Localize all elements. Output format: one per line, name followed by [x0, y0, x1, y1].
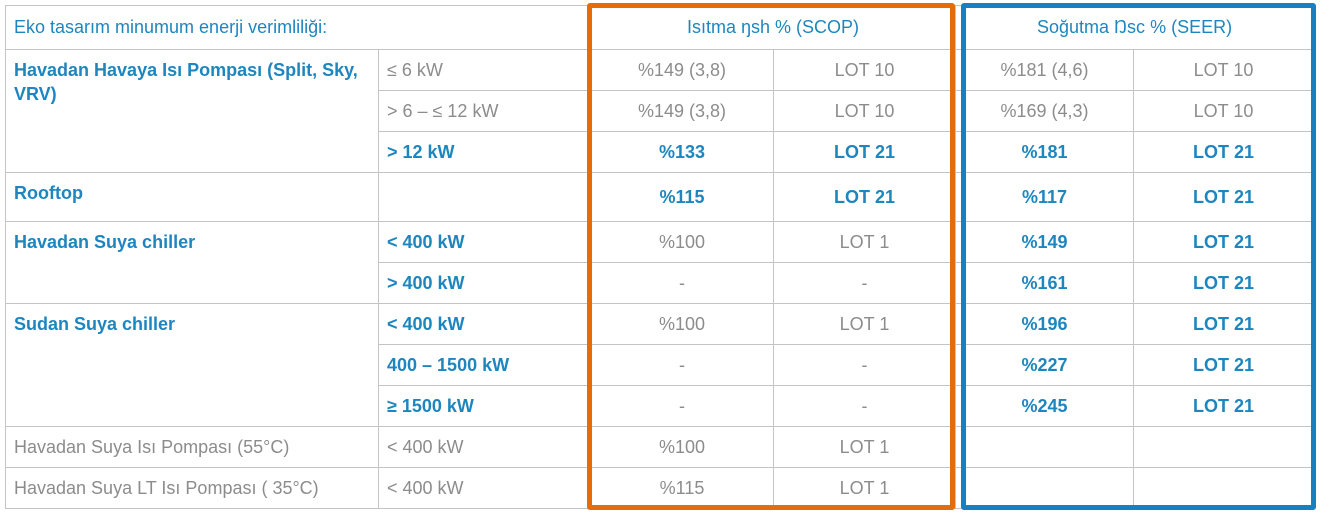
- range: > 400 kW: [377, 262, 592, 304]
- cooling-lot: LOT 21: [1133, 221, 1315, 263]
- cooling-empty: [955, 467, 1135, 509]
- heating-value: %149 (3,8): [590, 49, 775, 91]
- range: > 6 – ≤ 12 kW: [377, 90, 592, 132]
- header-heating: Isıtma ŋsh % (SCOP): [590, 5, 957, 50]
- heating-value: %133: [590, 131, 775, 173]
- cooling-value: %181: [955, 131, 1135, 173]
- cooling-empty: [955, 426, 1135, 468]
- row: > 400 kW - - %161 LOT 21: [6, 262, 1315, 304]
- row: Rooftop %115 LOT 21 %117 LOT 21: [5, 172, 1315, 222]
- cooling-lot: LOT 10: [1133, 49, 1315, 91]
- heating-value: %100: [590, 303, 775, 345]
- row: > 6 – ≤ 12 kW %149 (3,8) LOT 10 %169 (4,…: [6, 90, 1315, 132]
- group-label: Rooftop: [5, 172, 379, 222]
- heating-value: -: [590, 385, 775, 427]
- cooling-lot: LOT 21: [1133, 385, 1315, 427]
- range: < 400 kW: [377, 426, 592, 468]
- cooling-value: %196: [955, 303, 1135, 345]
- cooling-lot: LOT 10: [1133, 90, 1315, 132]
- cooling-lot: LOT 21: [1133, 344, 1315, 386]
- cooling-value: %161: [955, 262, 1135, 304]
- row: Havadan Havaya Isı Pompası (Split, Sky, …: [5, 49, 1315, 173]
- heating-lot: LOT 10: [773, 49, 957, 91]
- heating-value: %100: [590, 426, 775, 468]
- heating-value: %100: [590, 221, 775, 263]
- cooling-value: %149: [955, 221, 1135, 263]
- row: Havadan Suya chiller < 400 kW %100 LOT 1…: [5, 221, 1315, 304]
- heating-value: %115: [590, 467, 775, 509]
- heating-lot: LOT 1: [773, 303, 957, 345]
- heating-lot: LOT 1: [773, 221, 957, 263]
- header-title: Eko tasarım minumum enerji verimliliği:: [4, 5, 592, 50]
- heating-value: %149 (3,8): [590, 90, 775, 132]
- cooling-lot: LOT 21: [1133, 262, 1315, 304]
- heating-lot: -: [773, 344, 957, 386]
- cooling-lot: LOT 21: [1133, 131, 1315, 173]
- heating-value: -: [590, 344, 775, 386]
- range: < 400 kW: [377, 303, 592, 345]
- range: ≥ 1500 kW: [377, 385, 592, 427]
- cooling-value: %117: [955, 172, 1135, 222]
- heating-value: %115: [590, 172, 775, 222]
- row: 400 – 1500 kW - - %227 LOT 21: [6, 344, 1315, 386]
- row: Havadan Suya LT Isı Pompası ( 35°C) < 40…: [5, 467, 1315, 509]
- cooling-value: %169 (4,3): [955, 90, 1135, 132]
- row: ≥ 1500 kW - - %245 LOT 21: [6, 385, 1315, 427]
- heating-value: -: [590, 262, 775, 304]
- group-label: Havadan Suya chiller: [5, 221, 379, 304]
- range: > 12 kW: [377, 131, 592, 173]
- cooling-value: %181 (4,6): [955, 49, 1135, 91]
- heating-lot: LOT 10: [773, 90, 957, 132]
- range: 400 – 1500 kW: [377, 344, 592, 386]
- group-label: Sudan Suya chiller: [5, 303, 379, 427]
- group-label: Havadan Suya Isı Pompası (55°C): [5, 426, 379, 468]
- cooling-value: %227: [955, 344, 1135, 386]
- cooling-lot: LOT 21: [1133, 172, 1315, 222]
- cooling-empty: [1133, 467, 1315, 509]
- group-label: Havadan Havaya Isı Pompası (Split, Sky, …: [5, 49, 379, 173]
- cooling-lot: LOT 21: [1133, 303, 1315, 345]
- cooling-value: %245: [955, 385, 1135, 427]
- range: ≤ 6 kW: [377, 49, 592, 91]
- row: > 12 kW %133 LOT 21 %181 LOT 21: [6, 131, 1315, 173]
- efficiency-table: Eko tasarım minumum enerji verimliliği: …: [4, 5, 1315, 509]
- cooling-empty: [1133, 426, 1315, 468]
- row: Havadan Suya Isı Pompası (55°C) < 400 kW…: [5, 426, 1315, 468]
- header-row: Eko tasarım minumum enerji verimliliği: …: [4, 5, 1315, 50]
- header-cooling: Soğutma Ŋsc % (SEER): [955, 5, 1315, 50]
- heating-lot: LOT 21: [773, 131, 957, 173]
- range: < 400 kW: [377, 221, 592, 263]
- row: Sudan Suya chiller < 400 kW %100 LOT 1 %…: [5, 303, 1315, 427]
- range-empty: [377, 172, 592, 222]
- heating-lot: LOT 1: [773, 467, 957, 509]
- heating-lot: LOT 1: [773, 426, 957, 468]
- range: < 400 kW: [377, 467, 592, 509]
- heating-lot: LOT 21: [773, 172, 957, 222]
- heating-lot: -: [773, 385, 957, 427]
- heating-lot: -: [773, 262, 957, 304]
- group-label: Havadan Suya LT Isı Pompası ( 35°C): [5, 467, 379, 509]
